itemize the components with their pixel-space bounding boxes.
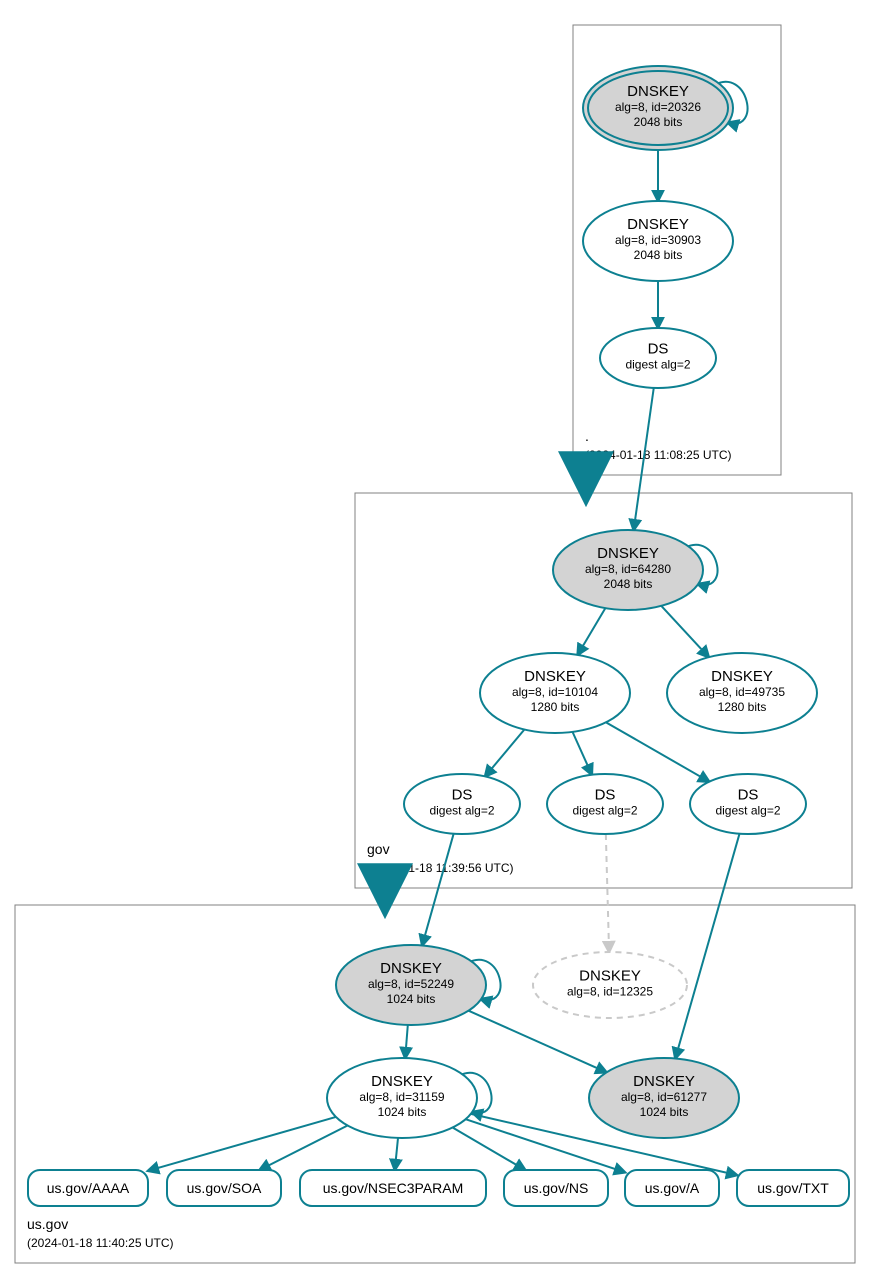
edge bbox=[573, 732, 592, 775]
record-r_a: us.gov/A bbox=[625, 1170, 719, 1206]
node-subtitle: 2048 bits bbox=[634, 248, 683, 262]
zone-timestamp: (2024-01-18 11:40:25 UTC) bbox=[27, 1236, 174, 1250]
node-title: DNSKEY bbox=[633, 1073, 695, 1090]
node-n_root_zsk: DNSKEYalg=8, id=309032048 bits bbox=[583, 201, 733, 281]
record-label: us.gov/A bbox=[645, 1180, 700, 1196]
node-subtitle: alg=8, id=10104 bbox=[512, 685, 598, 699]
record-label: us.gov/TXT bbox=[757, 1180, 829, 1196]
edge bbox=[606, 834, 609, 952]
node-title: DNSKEY bbox=[371, 1073, 433, 1090]
node-title: DNSKEY bbox=[524, 668, 586, 685]
edge bbox=[485, 730, 524, 777]
node-n_us_sep: DNSKEYalg=8, id=612771024 bits bbox=[589, 1058, 739, 1138]
node-subtitle: 1024 bits bbox=[378, 1105, 427, 1119]
edge bbox=[148, 1117, 336, 1171]
edge bbox=[453, 1128, 526, 1170]
record-label: us.gov/NS bbox=[524, 1180, 589, 1196]
node-subtitle: 2048 bits bbox=[604, 577, 653, 591]
node-subtitle: alg=8, id=61277 bbox=[621, 1090, 707, 1104]
record-r_aaaa: us.gov/AAAA bbox=[28, 1170, 148, 1206]
node-subtitle: alg=8, id=31159 bbox=[359, 1090, 445, 1104]
node-title: DS bbox=[452, 787, 473, 804]
node-n_gov_ds1: DSdigest alg=2 bbox=[404, 774, 520, 834]
node-n_root_ds: DSdigest alg=2 bbox=[600, 328, 716, 388]
node-subtitle: 1024 bits bbox=[640, 1105, 689, 1119]
node-title: DNSKEY bbox=[597, 545, 659, 562]
node-subtitle: alg=8, id=49735 bbox=[699, 685, 785, 699]
node-n_root_ksk: DNSKEYalg=8, id=203262048 bits bbox=[583, 66, 733, 150]
node-subtitle: alg=8, id=52249 bbox=[368, 977, 454, 991]
record-label: us.gov/NSEC3PARAM bbox=[323, 1180, 464, 1196]
node-n_gov_ksk: DNSKEYalg=8, id=642802048 bits bbox=[553, 530, 703, 610]
node-subtitle: alg=8, id=12325 bbox=[567, 985, 653, 999]
dnssec-diagram: . (2024-01-18 11:08:25 UTC) gov (2024-01-18… bbox=[0, 0, 869, 1278]
node-n_gov_ds3: DSdigest alg=2 bbox=[690, 774, 806, 834]
node-subtitle: 2048 bits bbox=[634, 115, 683, 129]
edge bbox=[466, 1119, 625, 1172]
edge bbox=[606, 722, 709, 781]
node-subtitle: digest alg=2 bbox=[429, 804, 494, 818]
node-subtitle: digest alg=2 bbox=[572, 804, 637, 818]
node-title: DS bbox=[738, 787, 759, 804]
node-n_gov_ds2: DSdigest alg=2 bbox=[547, 774, 663, 834]
node-title: DNSKEY bbox=[711, 668, 773, 685]
record-label: us.gov/AAAA bbox=[47, 1180, 130, 1196]
edge bbox=[422, 834, 453, 946]
zone-timestamp: (2024-01-18 11:08:25 UTC) bbox=[585, 448, 732, 462]
zone-name: . bbox=[585, 428, 589, 444]
node-title: DNSKEY bbox=[627, 83, 689, 100]
node-title: DNSKEY bbox=[627, 216, 689, 233]
edge bbox=[260, 1126, 348, 1170]
node-subtitle: alg=8, id=20326 bbox=[615, 100, 701, 114]
record-r_soa: us.gov/SOA bbox=[167, 1170, 281, 1206]
edge bbox=[469, 1011, 607, 1073]
node-subtitle: digest alg=2 bbox=[625, 358, 690, 372]
node-n_us_zsk: DNSKEYalg=8, id=311591024 bits bbox=[327, 1058, 477, 1138]
edge bbox=[661, 606, 709, 657]
edge bbox=[675, 834, 739, 1059]
node-title: DS bbox=[595, 787, 616, 804]
record-r_nsec3: us.gov/NSEC3PARAM bbox=[300, 1170, 486, 1206]
node-n_gov_zsk1: DNSKEYalg=8, id=101041280 bits bbox=[480, 653, 630, 733]
edge bbox=[395, 1138, 398, 1170]
record-r_txt: us.gov/TXT bbox=[737, 1170, 849, 1206]
node-subtitle: alg=8, id=30903 bbox=[615, 233, 701, 247]
node-title: DNSKEY bbox=[380, 960, 442, 977]
node-subtitle: 1280 bits bbox=[531, 700, 580, 714]
node-title: DNSKEY bbox=[579, 968, 641, 985]
node-subtitle: 1024 bits bbox=[387, 992, 436, 1006]
zone-name: gov bbox=[367, 841, 390, 857]
node-n_gov_zsk2: DNSKEYalg=8, id=497351280 bits bbox=[667, 653, 817, 733]
zone-timestamp: (2024-01-18 11:39:56 UTC) bbox=[367, 861, 514, 875]
node-title: DS bbox=[648, 341, 669, 358]
record-r_ns: us.gov/NS bbox=[504, 1170, 608, 1206]
node-subtitle: 1280 bits bbox=[718, 700, 767, 714]
node-n_us_dashed: DNSKEYalg=8, id=12325 bbox=[533, 952, 687, 1018]
node-n_us_ksk: DNSKEYalg=8, id=522491024 bits bbox=[336, 945, 486, 1025]
edge bbox=[578, 608, 606, 655]
edge bbox=[405, 1025, 408, 1058]
zone-name: us.gov bbox=[27, 1216, 68, 1232]
node-subtitle: digest alg=2 bbox=[715, 804, 780, 818]
node-subtitle: alg=8, id=64280 bbox=[585, 562, 671, 576]
record-label: us.gov/SOA bbox=[187, 1180, 262, 1196]
